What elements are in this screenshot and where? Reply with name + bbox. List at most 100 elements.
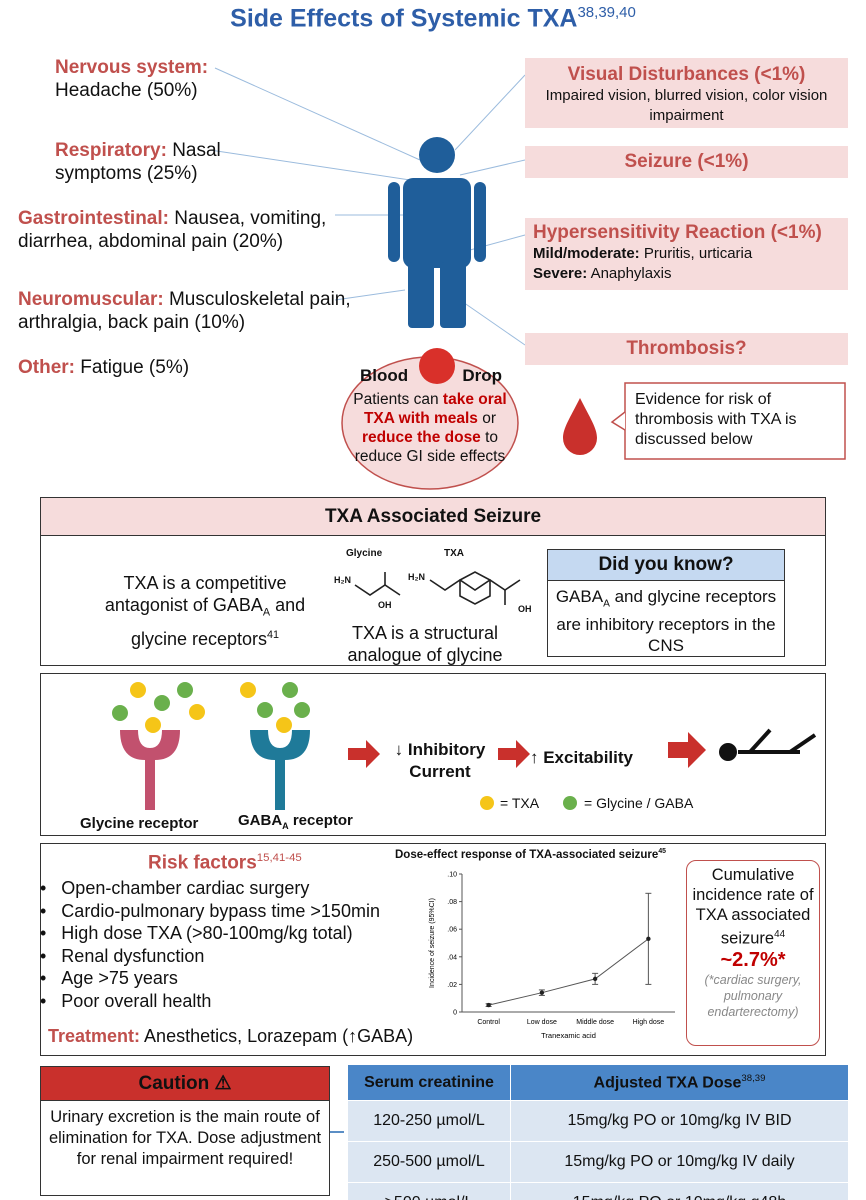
risk-title: Risk factors15,41-45 (148, 852, 302, 874)
y-tick-label: .04 (447, 954, 457, 961)
tip-text: to reduce GI side effects (354, 429, 506, 465)
title-text: Side Effects of Systemic TXA (230, 4, 578, 33)
mechanism-sub: A (262, 606, 271, 619)
effect-text: Headache (50%) (55, 80, 198, 101)
y-tick-label: .10 (447, 872, 457, 879)
structure-caption: TXA is a structural analogue of glycine (347, 623, 503, 665)
table-cell: 250-500 µmol/L (347, 1141, 511, 1183)
header-text: Adjusted TXA Dose (593, 1074, 742, 1092)
rare-effect-title: Visual Disturbances (<1%) (567, 64, 806, 85)
atom-label: H₂N (408, 572, 425, 582)
effect-system: Other: (18, 357, 75, 378)
caution-header: Caution ⚠ (41, 1067, 329, 1101)
rare-effect-box: Visual Disturbances (<1%) Impaired vision… (525, 58, 848, 128)
data-point (646, 936, 651, 942)
blood-drop-title: Blood Drop (360, 366, 502, 386)
chart-title: Dose-effect response of TXA-associated s… (395, 848, 666, 861)
risk-item: • Renal dysfunction (40, 945, 205, 966)
table-cell: 120-250 µmol/L (347, 1100, 511, 1142)
effect: Nervous system: Headache (50%) (55, 56, 385, 102)
risk-refs: 15,41-45 (256, 852, 302, 864)
receptor-label: GABAA receptor (238, 812, 353, 831)
did-you-know-text: GABAA and glycine receptors are inhibito… (548, 581, 784, 656)
x-axis-label: Tranexamic acid (541, 1031, 596, 1040)
mechanism-ref: 41 (267, 628, 280, 641)
x-tick-label: Control (477, 1019, 500, 1026)
tip-text: Patients can (353, 391, 439, 408)
title-right: Drop (462, 366, 502, 385)
gaba-receptor (250, 730, 310, 810)
effect-system: Gastrointestinal: (18, 208, 169, 229)
dyk-text: GABA (555, 587, 604, 606)
item-text: Pruritis, urticaria (643, 245, 753, 262)
title-left: Blood (360, 366, 409, 385)
table-cell: 15mg/kg PO or 10mg/kg IV BID (510, 1100, 849, 1142)
effect: Neuromuscular: Musculoskeletal pain, art… (18, 288, 358, 334)
y-tick-label: .08 (447, 899, 457, 906)
x-tick-label: Middle dose (576, 1019, 614, 1026)
effect-system: Neuromuscular: (18, 289, 164, 310)
effect-text: Fatigue (5%) (80, 357, 190, 378)
did-you-know-title: Did you know? (548, 550, 784, 581)
incidence-value: ~2.7%* (720, 948, 786, 971)
mechanism-text: TXA is a competitive antagonist of GABA (104, 573, 287, 615)
title: Side Effects of Systemic TXA38,39,40 (0, 4, 866, 33)
risk-item: • Open-chamber cardiac surgery (40, 878, 310, 898)
molecule-label: TXA (444, 548, 464, 559)
receptor-sub: A (282, 821, 289, 831)
mechanism: TXA is a competitive antagonist of GABAA… (90, 572, 320, 650)
table-row: 250-500 µmol/L 15mg/kg PO or 10mg/kg IV d… (347, 1141, 849, 1183)
data-point (592, 976, 598, 982)
effect-system: Respiratory: (55, 140, 167, 161)
incidence-text: Cumulative incidence rate of TXA associa… (687, 861, 819, 949)
molecules (354, 571, 521, 605)
risk-item: • Poor overall health (40, 990, 212, 1011)
rare-effect-title: Thrombosis? (626, 338, 747, 359)
rare-effect-item: Severe: Anaphylaxis (533, 264, 848, 284)
header-ref: 38,39 (741, 1072, 766, 1084)
risk-item: • High dose TXA (>80-100mg/kg total) (40, 923, 353, 943)
item-label: Mild/moderate: (533, 245, 640, 262)
chart-title-text: Dose-effect response of TXA-associated s… (395, 848, 659, 861)
legend-text: = TXA (500, 795, 540, 811)
caution-box: Caution ⚠ Urinary excretion is the main r… (40, 1066, 330, 1196)
table-cell: >500 µmol/L (347, 1182, 511, 1200)
y-tick-label: .06 (447, 927, 457, 934)
tip-text: or (482, 410, 497, 427)
y-tick-label: .02 (447, 982, 457, 989)
rare-effect-detail: Impaired vision, blurred vision, color v… (545, 87, 828, 124)
incidence-box: Cumulative incidence rate of TXA associa… (686, 860, 820, 1046)
risk-item: • Age >75 years (40, 968, 178, 988)
effect-system: Nervous system: (55, 57, 209, 78)
dyk-text: and glycine receptors are inhibitory rec… (556, 587, 777, 656)
legend-text: = Glycine / GABA (584, 795, 694, 811)
rare-effect-item: Mild/moderate: Pruritis, urticaria (533, 244, 848, 264)
effect: Other: Fatigue (5%) (18, 356, 348, 379)
receptor-label: Glycine receptor (80, 815, 199, 832)
blood-drop-tip: Patients can take oral TXA with meals or… (352, 390, 508, 466)
rare-effect-box: Hypersensitivity Reaction (<1%) Mild/mod… (525, 218, 848, 290)
item-label: Severe: (533, 265, 588, 282)
tip-highlight: reduce the dose (361, 429, 481, 446)
evidence-bubble (624, 382, 846, 460)
dose-chart: 0 .02 .04 .06 .08 .10 Control Low dose Middle do… (429, 872, 675, 1040)
did-you-know-box: Did you know? GABAA and glycine receptors… (547, 549, 785, 657)
item-text: Anaphylaxis (590, 265, 672, 282)
incidence-note: (*cardiac surgery, pulmonary endarterect… (704, 972, 802, 1019)
mechanism-text: and glycine receptors (130, 595, 306, 649)
y-axis-label: Incidence of seizure (95%CI) (429, 898, 436, 988)
incidence-ref: 44 (774, 929, 786, 940)
risk-box (40, 843, 826, 1056)
caution-text: Urinary excretion is the main route of e… (48, 1108, 322, 1168)
dyk-sub: A (603, 598, 610, 610)
effect-text: Nausea, vomiting, diarrhea, abdominal pa… (18, 208, 327, 252)
rare-effect-title: Seizure (<1%) (624, 151, 749, 172)
leader-lines (209, 67, 526, 346)
receptor-text: GABA (238, 812, 283, 829)
atom-label: OH (518, 604, 532, 614)
seizure-figure (719, 728, 817, 761)
blood-cell-icon (419, 348, 455, 384)
data-point (486, 1002, 491, 1008)
